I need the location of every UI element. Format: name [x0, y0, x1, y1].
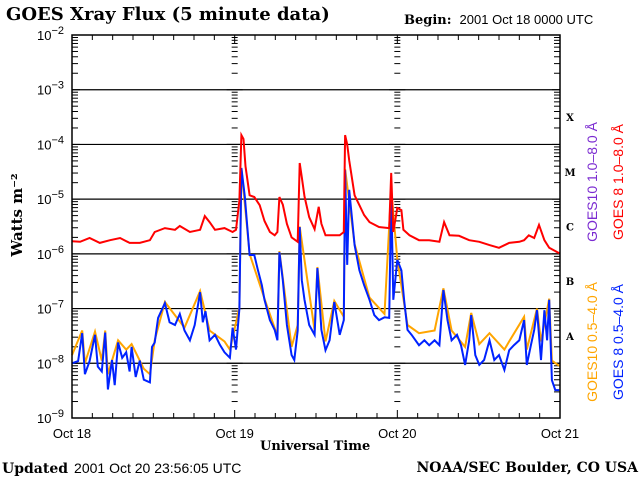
y-tick-base: 10 — [37, 83, 51, 98]
y-tick-exponent: −3 — [51, 80, 64, 92]
flare-class-label: B — [566, 277, 574, 288]
y-tick-exponent: −5 — [51, 189, 64, 201]
y-tick-base: 10 — [37, 137, 51, 152]
x-tick-label: Oct 21 — [541, 426, 579, 441]
begin-label: Begin: — [404, 13, 452, 28]
series-line-goes-8-1-0-8-0-a — [71, 131, 560, 255]
y-axis-label: Watts m⁻² — [8, 173, 26, 257]
y-tick-exponent: −2 — [51, 25, 64, 37]
x-tick-label: Oct 18 — [53, 426, 91, 441]
credit-text: NOAA/SEC Boulder, CO USA — [416, 460, 639, 476]
y-tick-label: 10−2 — [37, 25, 64, 43]
legend-entry: GOES 8 0.5–4.0 Å — [610, 283, 626, 400]
y-tick-exponent: −4 — [51, 134, 64, 146]
flare-class-label: X — [566, 113, 574, 124]
chart-title: GOES Xray Flux (5 minute data) — [6, 4, 330, 25]
updated-label: Updated — [2, 461, 69, 477]
y-tick-base: 10 — [37, 302, 51, 317]
y-tick-base: 10 — [37, 28, 51, 43]
legend-entry: GOES10 1.0–8.0 Å — [584, 121, 600, 242]
y-tick-label: 10−9 — [37, 408, 64, 426]
begin-value: 2001 Oct 18 0000 UTC — [459, 12, 594, 27]
y-tick-label: 10−6 — [37, 244, 64, 262]
legend-entry: GOES10 0.5–4.0 Å — [584, 281, 600, 402]
updated-value: 2001 Oct 20 23:56:05 UTC — [74, 460, 242, 476]
plot-frame — [71, 34, 561, 419]
x-tick-label: Oct 20 — [378, 426, 416, 441]
y-tick-exponent: −7 — [51, 299, 64, 311]
y-tick-base: 10 — [37, 356, 51, 371]
x-tick-label: Oct 19 — [216, 426, 254, 441]
y-tick-base: 10 — [37, 411, 51, 426]
series-line-goes-8-0-5-4-0-a — [71, 167, 560, 392]
flare-class-label: M — [564, 168, 575, 179]
updated-time: Updated 2001 Oct 20 23:56:05 UTC — [2, 460, 241, 477]
y-tick-exponent: −6 — [51, 244, 64, 256]
begin-time: Begin: 2001 Oct 18 0000 UTC — [404, 12, 593, 28]
x-axis-label: Universal Time — [260, 439, 371, 454]
flare-class-label: C — [566, 223, 574, 234]
flare-class-label: A — [565, 332, 574, 343]
legend-entry: GOES 8 1.0–8.0 Å — [610, 123, 626, 240]
y-tick-label: 10−4 — [37, 134, 64, 152]
y-tick-label: 10−7 — [37, 299, 64, 317]
y-tick-label: 10−8 — [37, 353, 64, 371]
y-tick-label: 10−5 — [37, 189, 64, 207]
y-tick-exponent: −8 — [51, 353, 64, 365]
y-tick-label: 10−3 — [37, 80, 64, 98]
y-tick-exponent: −9 — [51, 408, 64, 420]
y-tick-base: 10 — [37, 247, 51, 262]
y-tick-base: 10 — [37, 192, 51, 207]
